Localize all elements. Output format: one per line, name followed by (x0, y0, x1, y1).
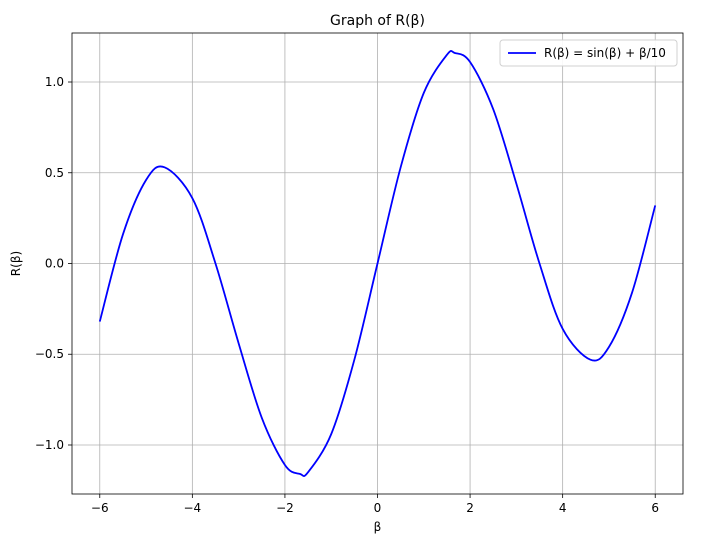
y-tick-label: 1.0 (45, 75, 64, 89)
x-tick-label: 2 (466, 501, 474, 515)
x-tick-label: −4 (183, 501, 201, 515)
x-tick-label: 6 (651, 501, 659, 515)
x-axis-label: β (374, 520, 382, 534)
x-axis-ticks: −6 −4 −2 0 2 4 6 (91, 494, 659, 515)
y-axis-ticks: −1.0 −0.5 0.0 0.5 1.0 (35, 75, 72, 452)
x-tick-label: −2 (276, 501, 294, 515)
chart-title: Graph of R(β) (330, 13, 425, 29)
x-tick-label: 0 (374, 501, 382, 515)
y-tick-label: −0.5 (35, 347, 64, 361)
legend: R(β) = sin(β) + β/10 (499, 39, 678, 67)
y-tick-label: 0.0 (45, 257, 64, 271)
y-tick-label: 0.5 (45, 166, 64, 180)
x-tick-label: −6 (91, 501, 109, 515)
y-axis-label: R(β) (9, 251, 23, 276)
legend-entry: R(β) = sin(β) + β/10 (544, 46, 666, 60)
series-line (98, 50, 657, 477)
legend-box (499, 39, 678, 67)
x-tick-label: 4 (559, 501, 567, 515)
y-tick-label: −1.0 (35, 438, 64, 452)
